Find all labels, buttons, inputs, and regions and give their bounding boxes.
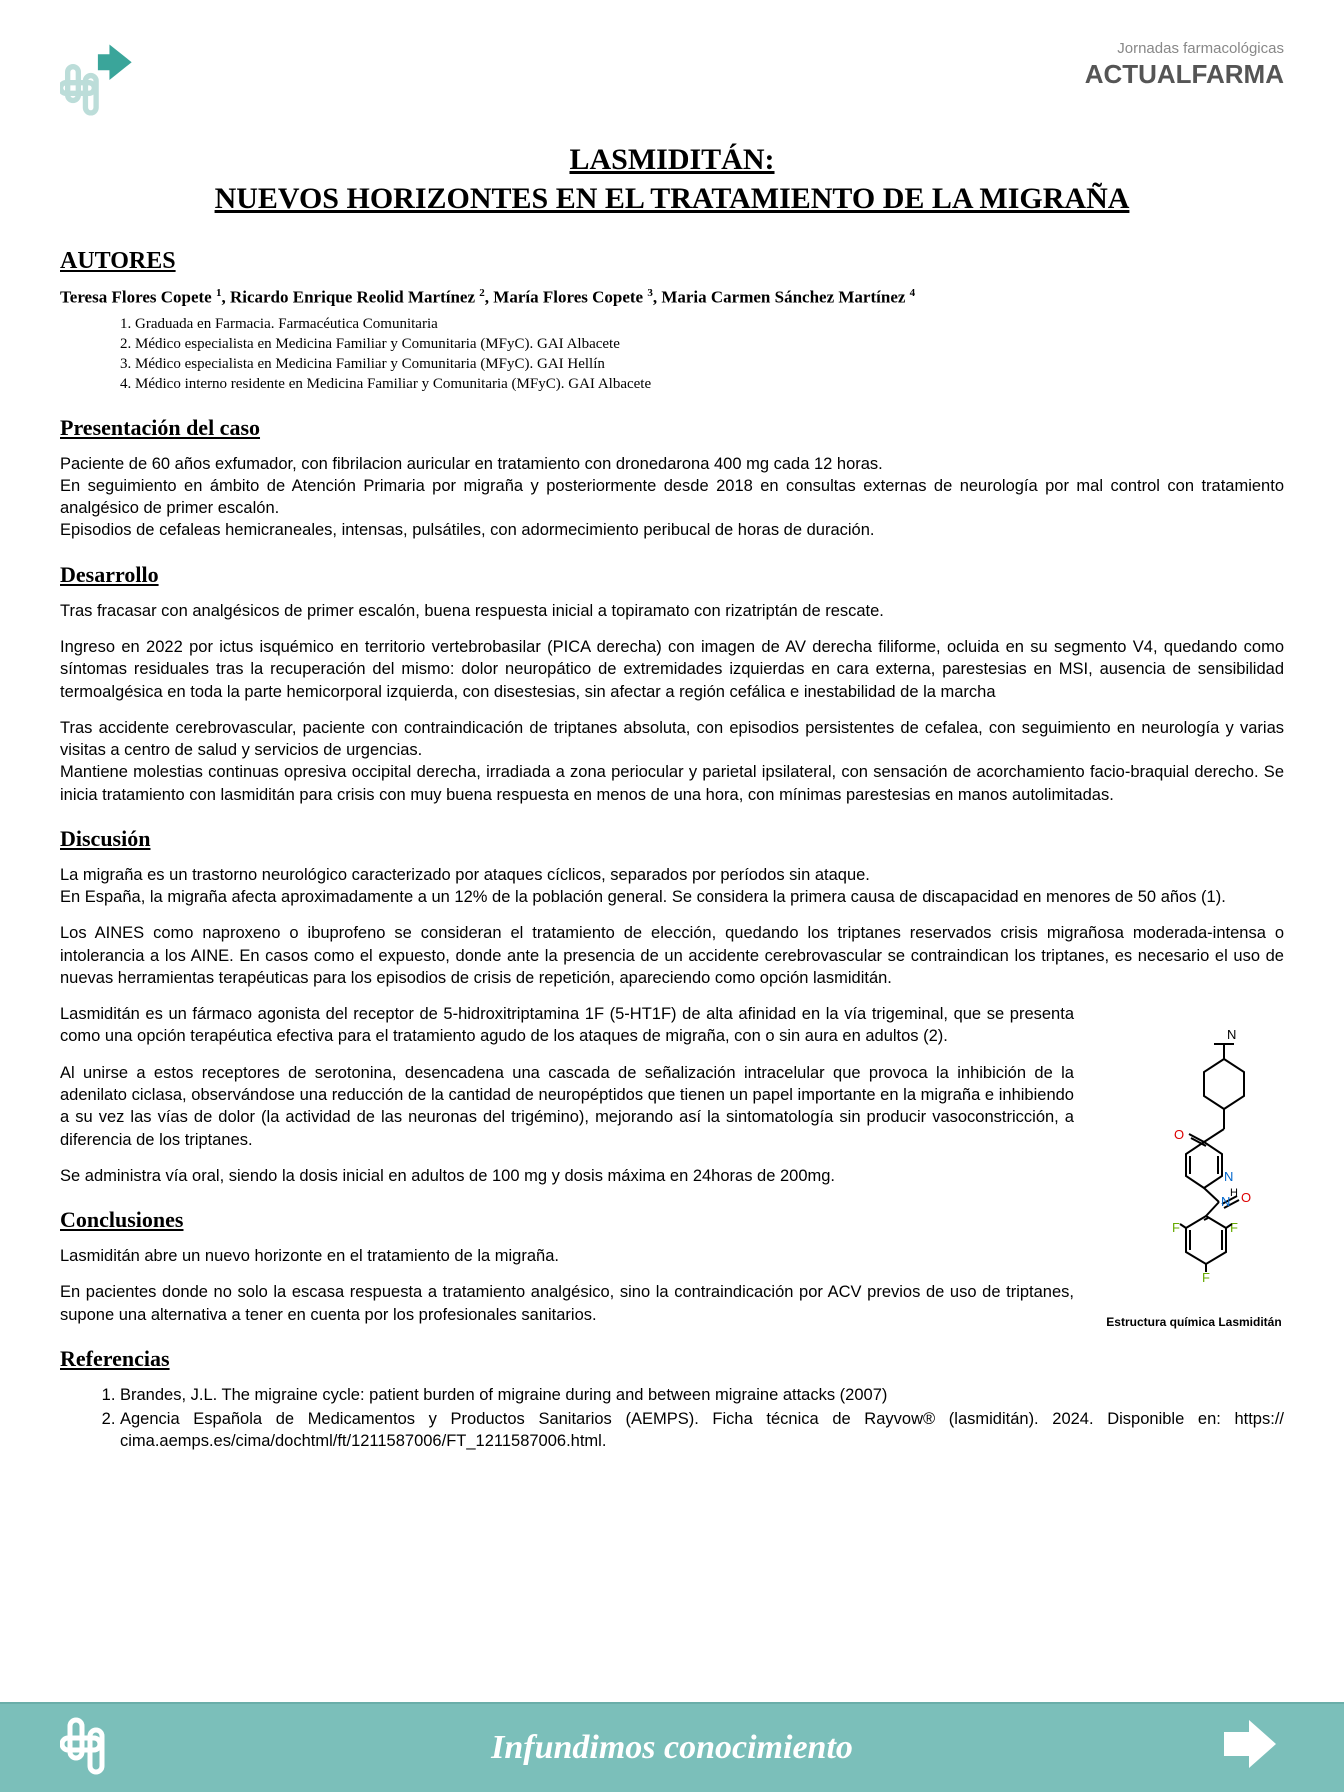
author-2: Ricardo Enrique Reolid Martínez	[230, 288, 475, 307]
dev-p4: Mantiene molestias continuas opresiva oc…	[60, 761, 1284, 806]
disc-body: La migraña es un trastorno neurológico c…	[60, 864, 1284, 989]
authors-line: Teresa Flores Copete 1, Ricardo Enrique …	[60, 287, 1284, 308]
title-block: LASMIDITÁN: NUEVOS HORIZONTES EN EL TRAT…	[60, 140, 1284, 218]
ref-2: Agencia Española de Medicamentos y Produ…	[120, 1408, 1284, 1453]
footer-slogan: Infundimos conocimiento	[130, 1729, 1214, 1767]
disc-p2: En España, la migraña afecta aproximadam…	[60, 886, 1284, 908]
heading-disc: Discusión	[60, 826, 1284, 852]
author-4: Maria Carmen Sánchez Martínez	[661, 288, 905, 307]
affil-3: 3. Médico especialista en Medicina Famil…	[120, 354, 1284, 374]
author-1: Teresa Flores Copete	[60, 288, 212, 307]
lasmiditan-structure-icon: N O N	[1114, 1024, 1274, 1304]
title-line-1: LASMIDITÁN:	[569, 143, 774, 176]
footer-bar: Infundimos conocimiento	[0, 1702, 1344, 1792]
disc-p5: Al unirse a estos receptores de serotoni…	[60, 1062, 1074, 1151]
case-body: Paciente de 60 años exfumador, con fibri…	[60, 453, 1284, 542]
dev-p2: Ingreso en 2022 por ictus isquémico en t…	[60, 636, 1284, 703]
footer-logo-left-icon	[60, 1716, 130, 1781]
disc-p4: Lasmiditán es un fármaco agonista del re…	[60, 1003, 1074, 1048]
disc-p6: Se administra vía oral, siendo la dosis …	[60, 1165, 1074, 1187]
title-line-2: NUEVOS HORIZONTES EN EL TRATAMIENTO DE L…	[215, 182, 1130, 215]
svg-text:N: N	[1227, 1027, 1236, 1042]
affil-4: 4. Médico interno residente en Medicina …	[120, 374, 1284, 394]
svg-text:H: H	[1230, 1187, 1238, 1199]
case-p1: Paciente de 60 años exfumador, con fibri…	[60, 453, 1284, 475]
footer-logo-right-icon	[1214, 1716, 1284, 1781]
svg-text:N: N	[1224, 1169, 1233, 1184]
dev-p1: Tras fracasar con analgésicos de primer …	[60, 600, 1284, 622]
svg-text:F: F	[1172, 1220, 1180, 1235]
heading-case: Presentación del caso	[60, 415, 1284, 441]
svg-text:N: N	[1221, 1194, 1230, 1209]
svg-text:O: O	[1241, 1190, 1251, 1205]
author-3: María Flores Copete	[493, 288, 643, 307]
svg-text:F: F	[1230, 1220, 1238, 1235]
disc-p3: Los AINES como naproxeno o ibuprofeno se…	[60, 922, 1284, 989]
logo-left-icon	[60, 40, 150, 120]
brand-block: Jornadas farmacológicas ACTUALFARMA	[1085, 40, 1284, 90]
case-p3: Episodios de cefaleas hemicraneales, int…	[60, 519, 1284, 541]
case-p2: En seguimiento en ámbito de Atención Pri…	[60, 475, 1284, 520]
dev-body: Tras fracasar con analgésicos de primer …	[60, 600, 1284, 806]
svg-text:O: O	[1174, 1127, 1184, 1142]
affiliations: 1. Graduada en Farmacia. Farmacéutica Co…	[60, 314, 1284, 395]
brand-subtitle: Jornadas farmacológicas	[1085, 40, 1284, 57]
affil-2: 2. Médico especialista en Medicina Famil…	[120, 334, 1284, 354]
affil-1: 1. Graduada en Farmacia. Farmacéutica Co…	[120, 314, 1284, 334]
chemical-structure-figure: N O N	[1099, 1024, 1289, 1329]
dev-p3: Tras accidente cerebrovascular, paciente…	[60, 717, 1284, 762]
heading-authors: AUTORES	[60, 248, 1284, 275]
ref-1: Brandes, J.L. The migraine cycle: patien…	[120, 1384, 1284, 1406]
concl-p2: En pacientes donde no solo la escasa res…	[60, 1281, 1074, 1326]
svg-text:F: F	[1202, 1270, 1210, 1285]
heading-refs: Referencias	[60, 1346, 1284, 1372]
references-list: Brandes, J.L. The migraine cycle: patien…	[60, 1384, 1284, 1453]
concl-p1: Lasmiditán abre un nuevo horizonte en el…	[60, 1245, 1074, 1267]
disc-p1: La migraña es un trastorno neurológico c…	[60, 864, 1284, 886]
chem-caption: Estructura química Lasmiditán	[1099, 1315, 1289, 1329]
brand-name: ACTUALFARMA	[1085, 59, 1284, 89]
heading-dev: Desarrollo	[60, 562, 1284, 588]
header-row: Jornadas farmacológicas ACTUALFARMA	[60, 40, 1284, 120]
